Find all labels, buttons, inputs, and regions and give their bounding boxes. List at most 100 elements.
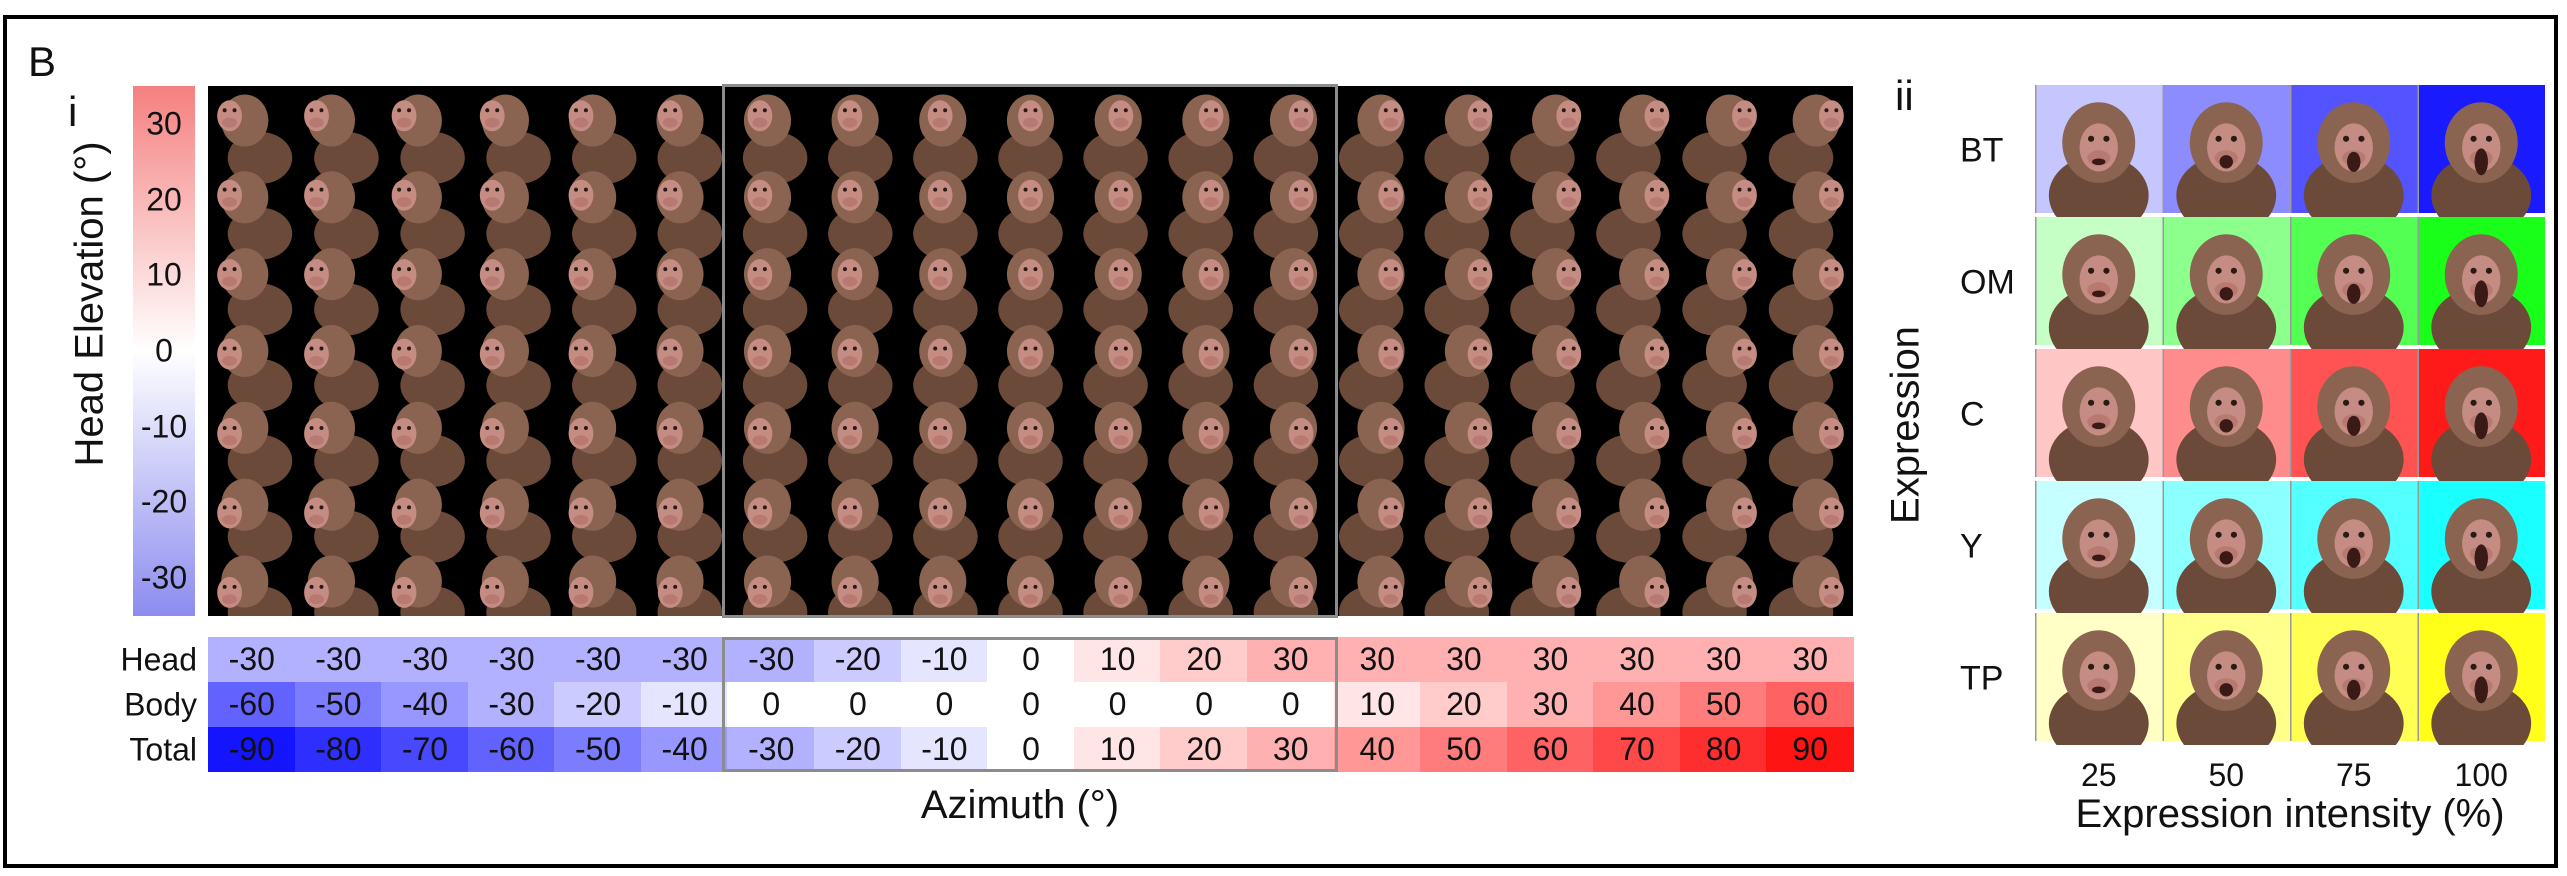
monkey-face (1168, 555, 1233, 616)
monkey-face (1768, 248, 1844, 336)
table-highlight-box (722, 637, 1338, 772)
monkey-face (2431, 234, 2532, 368)
monkey-face (828, 171, 893, 260)
elevation-tick: -20 (140, 483, 188, 520)
monkey-face (1083, 478, 1148, 563)
angle-cell-head: 30 (1420, 637, 1508, 682)
monkey-face (1768, 555, 1844, 616)
monkey-face (304, 324, 379, 412)
angle-cell-total: -40 (640, 727, 729, 772)
monkey-face (1253, 401, 1319, 487)
monkey-face (391, 555, 465, 616)
monkey-face (1768, 324, 1844, 412)
monkey-face (913, 478, 978, 563)
head-elevation-label: Head Elevation (°) (67, 141, 112, 467)
monkey-face (2303, 234, 2404, 368)
monkey-face (568, 555, 637, 616)
monkey-face (1682, 478, 1757, 563)
monkey-face (391, 324, 465, 412)
monkey-face (1424, 171, 1493, 260)
figure-frame (3, 15, 2558, 868)
elevation-tick: 20 (146, 181, 182, 218)
monkey-face (1253, 478, 1319, 563)
monkey-face (1682, 94, 1757, 184)
angle-cell-head: -30 (640, 637, 729, 682)
angle-cell-total: -50 (554, 727, 642, 772)
monkey-face (1424, 401, 1493, 487)
monkey-face (1768, 401, 1844, 487)
monkey-face (2431, 498, 2532, 632)
monkey-face (742, 248, 808, 336)
monkey-face (656, 324, 723, 412)
intensity-tick: 75 (2335, 757, 2372, 793)
monkey-face (913, 401, 978, 487)
angle-table: -30 -30 -30 -30 -30 -30 -30 -20 -10 0 10 20 30 30 30 30… (208, 637, 1854, 772)
monkey-face (1168, 478, 1233, 563)
angle-cell-head: -30 (381, 637, 469, 682)
monkey-face (1768, 94, 1844, 184)
monkey-face (1596, 555, 1670, 616)
angle-cell-body: -60 (208, 682, 296, 727)
monkey-face (2303, 366, 2404, 500)
monkey-face (217, 401, 293, 487)
monkey-face (1424, 324, 1493, 412)
monkey-face (1338, 324, 1405, 412)
monkey-face (2048, 102, 2149, 236)
angle-cell-body: 10 (1333, 682, 1422, 727)
monkey-face (479, 401, 551, 487)
monkey-face (2176, 630, 2277, 745)
angle-cell-body: -50 (294, 682, 383, 727)
monkey-face (2176, 102, 2277, 236)
monkey-face (1424, 248, 1493, 336)
monkey-face (1768, 478, 1844, 563)
monkey-face (656, 94, 723, 184)
monkey-face (1510, 555, 1582, 616)
monkey-face (828, 478, 893, 563)
angle-cell-body: 20 (1420, 682, 1508, 727)
monkey-face (217, 555, 293, 616)
monkey-face (1682, 324, 1757, 412)
panel-letter: B (28, 38, 57, 85)
angle-cell-head: 30 (1593, 637, 1681, 682)
monkey-face (742, 555, 808, 616)
angle-cell-body: 30 (1506, 682, 1595, 727)
angle-cell-total: -20 (814, 727, 902, 772)
expression-row-label: Y (1960, 527, 1983, 566)
monkey-face (217, 171, 293, 260)
monkey-face (998, 248, 1063, 336)
angle-cell-body: 0 (727, 682, 816, 727)
angle-cell-body: -40 (381, 682, 469, 727)
elevation-colorbar (133, 86, 195, 616)
monkey-face (742, 94, 808, 184)
monkey-face (1338, 94, 1405, 184)
elevation-tick: -10 (140, 408, 188, 445)
monkey-face (2048, 234, 2149, 368)
monkey-face (1682, 248, 1757, 336)
monkey-face (1424, 555, 1493, 616)
monkey-face (479, 555, 551, 616)
monkey-face (304, 478, 379, 563)
monkey-face (1253, 324, 1319, 412)
angle-cell-total: -70 (381, 727, 469, 772)
angle-cell-total: 20 (1160, 727, 1248, 772)
expression-row-label: BT (1960, 131, 2004, 170)
monkey-face (479, 94, 551, 184)
monkey-face (391, 401, 465, 487)
monkey-face (1338, 401, 1405, 487)
monkey-face (1682, 171, 1757, 260)
central-highlight-box (722, 84, 1338, 618)
monkey-face (304, 555, 379, 616)
monkey-face (479, 248, 551, 336)
monkey-face (1338, 478, 1405, 563)
monkey-face (828, 94, 893, 184)
angle-cell-body: 0 (900, 682, 989, 727)
expression-row-label: TP (1960, 659, 2004, 698)
monkey-face (479, 324, 551, 412)
monkey-face (304, 94, 379, 184)
monkey-face (1510, 478, 1582, 563)
monkey-face (1083, 555, 1148, 616)
monkey-face (568, 478, 637, 563)
monkey-face (1424, 478, 1493, 563)
monkey-face (1596, 171, 1670, 260)
monkey-face (742, 401, 808, 487)
